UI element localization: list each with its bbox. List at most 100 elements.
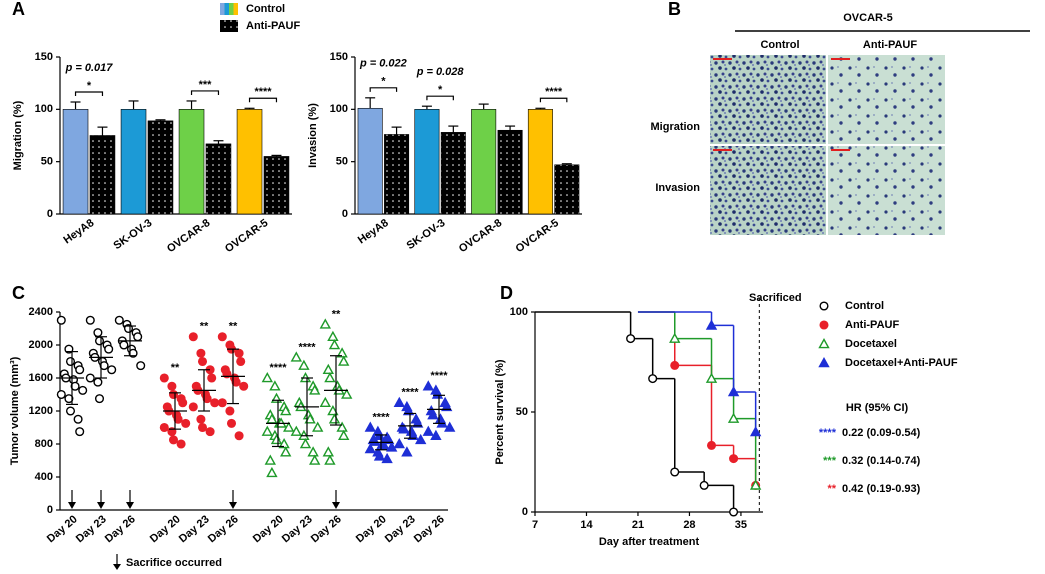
legend-label: Docetaxel+Anti-PAUF: [845, 357, 958, 369]
significance-label: ****: [545, 86, 563, 98]
legend-swatch: [220, 3, 225, 15]
marker: [670, 467, 680, 477]
x-tick-label: Day 23: [280, 513, 315, 545]
marker: [727, 412, 740, 423]
marker: [231, 377, 241, 387]
marker: [818, 338, 830, 349]
marker: [159, 373, 169, 383]
marker: [56, 315, 66, 325]
marker: [234, 348, 244, 358]
x-tick-label: 35: [735, 519, 747, 531]
marker: [412, 417, 424, 428]
marker: [401, 446, 413, 457]
legend-label: Anti-PAUF: [845, 319, 899, 331]
x-tick-label: 14: [580, 519, 593, 531]
y-tick-label: 150: [330, 51, 348, 63]
x-tick-label: SK-OV-3: [405, 217, 448, 252]
hr-value: 0.42 (0.19-0.93): [842, 483, 921, 495]
bar: [527, 109, 553, 215]
marker: [217, 398, 227, 408]
x-tick-label: Day 26: [309, 513, 344, 545]
y-axis-label: Migration (%): [12, 100, 24, 170]
hr-stars: **: [827, 483, 836, 495]
significance-label: ****: [401, 387, 419, 399]
marker: [441, 400, 453, 412]
marker: [669, 332, 681, 343]
hr-value: 0.22 (0.09-0.54): [842, 427, 921, 439]
x-tick-label: Day 23: [383, 513, 418, 545]
x-tick-label: SK-OV-3: [111, 217, 154, 252]
significance-label: ***: [199, 79, 213, 91]
marker: [65, 356, 76, 367]
marker: [386, 441, 398, 452]
x-tick-label: OVCAR-8: [457, 217, 504, 255]
row-label: Migration: [651, 121, 701, 133]
marker: [705, 319, 718, 330]
legend-label: Sacrifice occurred: [126, 557, 222, 569]
y-tick-label: 2000: [29, 339, 53, 351]
bar: [178, 109, 205, 215]
marker: [373, 450, 386, 461]
marker: [278, 438, 290, 449]
marker: [167, 381, 177, 391]
panel-label: A: [12, 0, 25, 19]
marker: [159, 422, 169, 433]
hr-title: HR (95% CI): [846, 402, 909, 414]
marker: [188, 332, 198, 342]
marker: [226, 418, 237, 428]
significance-bracket: [248, 97, 278, 103]
marker: [136, 361, 146, 371]
y-tick-label: 0: [47, 504, 53, 516]
marker: [364, 443, 376, 454]
marker: [239, 381, 249, 391]
significance-label: ****: [254, 86, 272, 98]
sacrifice-arrowhead: [97, 502, 105, 509]
y-tick-label: 50: [336, 156, 348, 168]
marker: [280, 405, 292, 416]
marker: [427, 409, 439, 420]
marker: [217, 332, 227, 342]
bar: [120, 109, 147, 215]
marker: [648, 374, 658, 384]
panel-label: D: [500, 283, 513, 303]
marker: [73, 414, 83, 424]
micrograph: [828, 55, 945, 144]
marker: [431, 388, 444, 399]
bar: [357, 107, 383, 215]
marker: [364, 421, 376, 432]
legend-swatch: [224, 3, 229, 15]
marker: [75, 427, 85, 437]
marker: [290, 425, 302, 436]
marker: [309, 384, 321, 395]
marker: [261, 425, 273, 436]
marker: [299, 438, 312, 449]
marker: [415, 433, 427, 445]
significance-bracket: [539, 97, 568, 103]
marker: [196, 348, 206, 358]
bar: [236, 109, 263, 215]
marker: [749, 426, 762, 437]
significance-bracket: [426, 95, 454, 101]
marker: [327, 330, 339, 342]
marker: [328, 339, 341, 350]
marker: [670, 360, 680, 370]
y-tick-label: 100: [510, 306, 528, 318]
marker: [107, 365, 117, 375]
marker: [119, 340, 129, 350]
marker: [705, 372, 718, 383]
x-tick-label: 7: [532, 519, 538, 531]
x-tick-label: HeyA8: [356, 217, 391, 246]
significance-label: *: [381, 76, 386, 88]
legend-label: Anti-PAUF: [246, 20, 300, 32]
x-tick-label: Day 20: [148, 513, 183, 545]
y-tick-label: 150: [35, 51, 53, 63]
x-tick-label: 21: [632, 519, 644, 531]
significance-label: *: [438, 84, 443, 96]
bar: [384, 134, 410, 215]
marker: [312, 421, 324, 432]
marker: [269, 380, 281, 391]
marker: [729, 507, 739, 517]
marker: [207, 373, 217, 383]
marker: [197, 422, 208, 433]
